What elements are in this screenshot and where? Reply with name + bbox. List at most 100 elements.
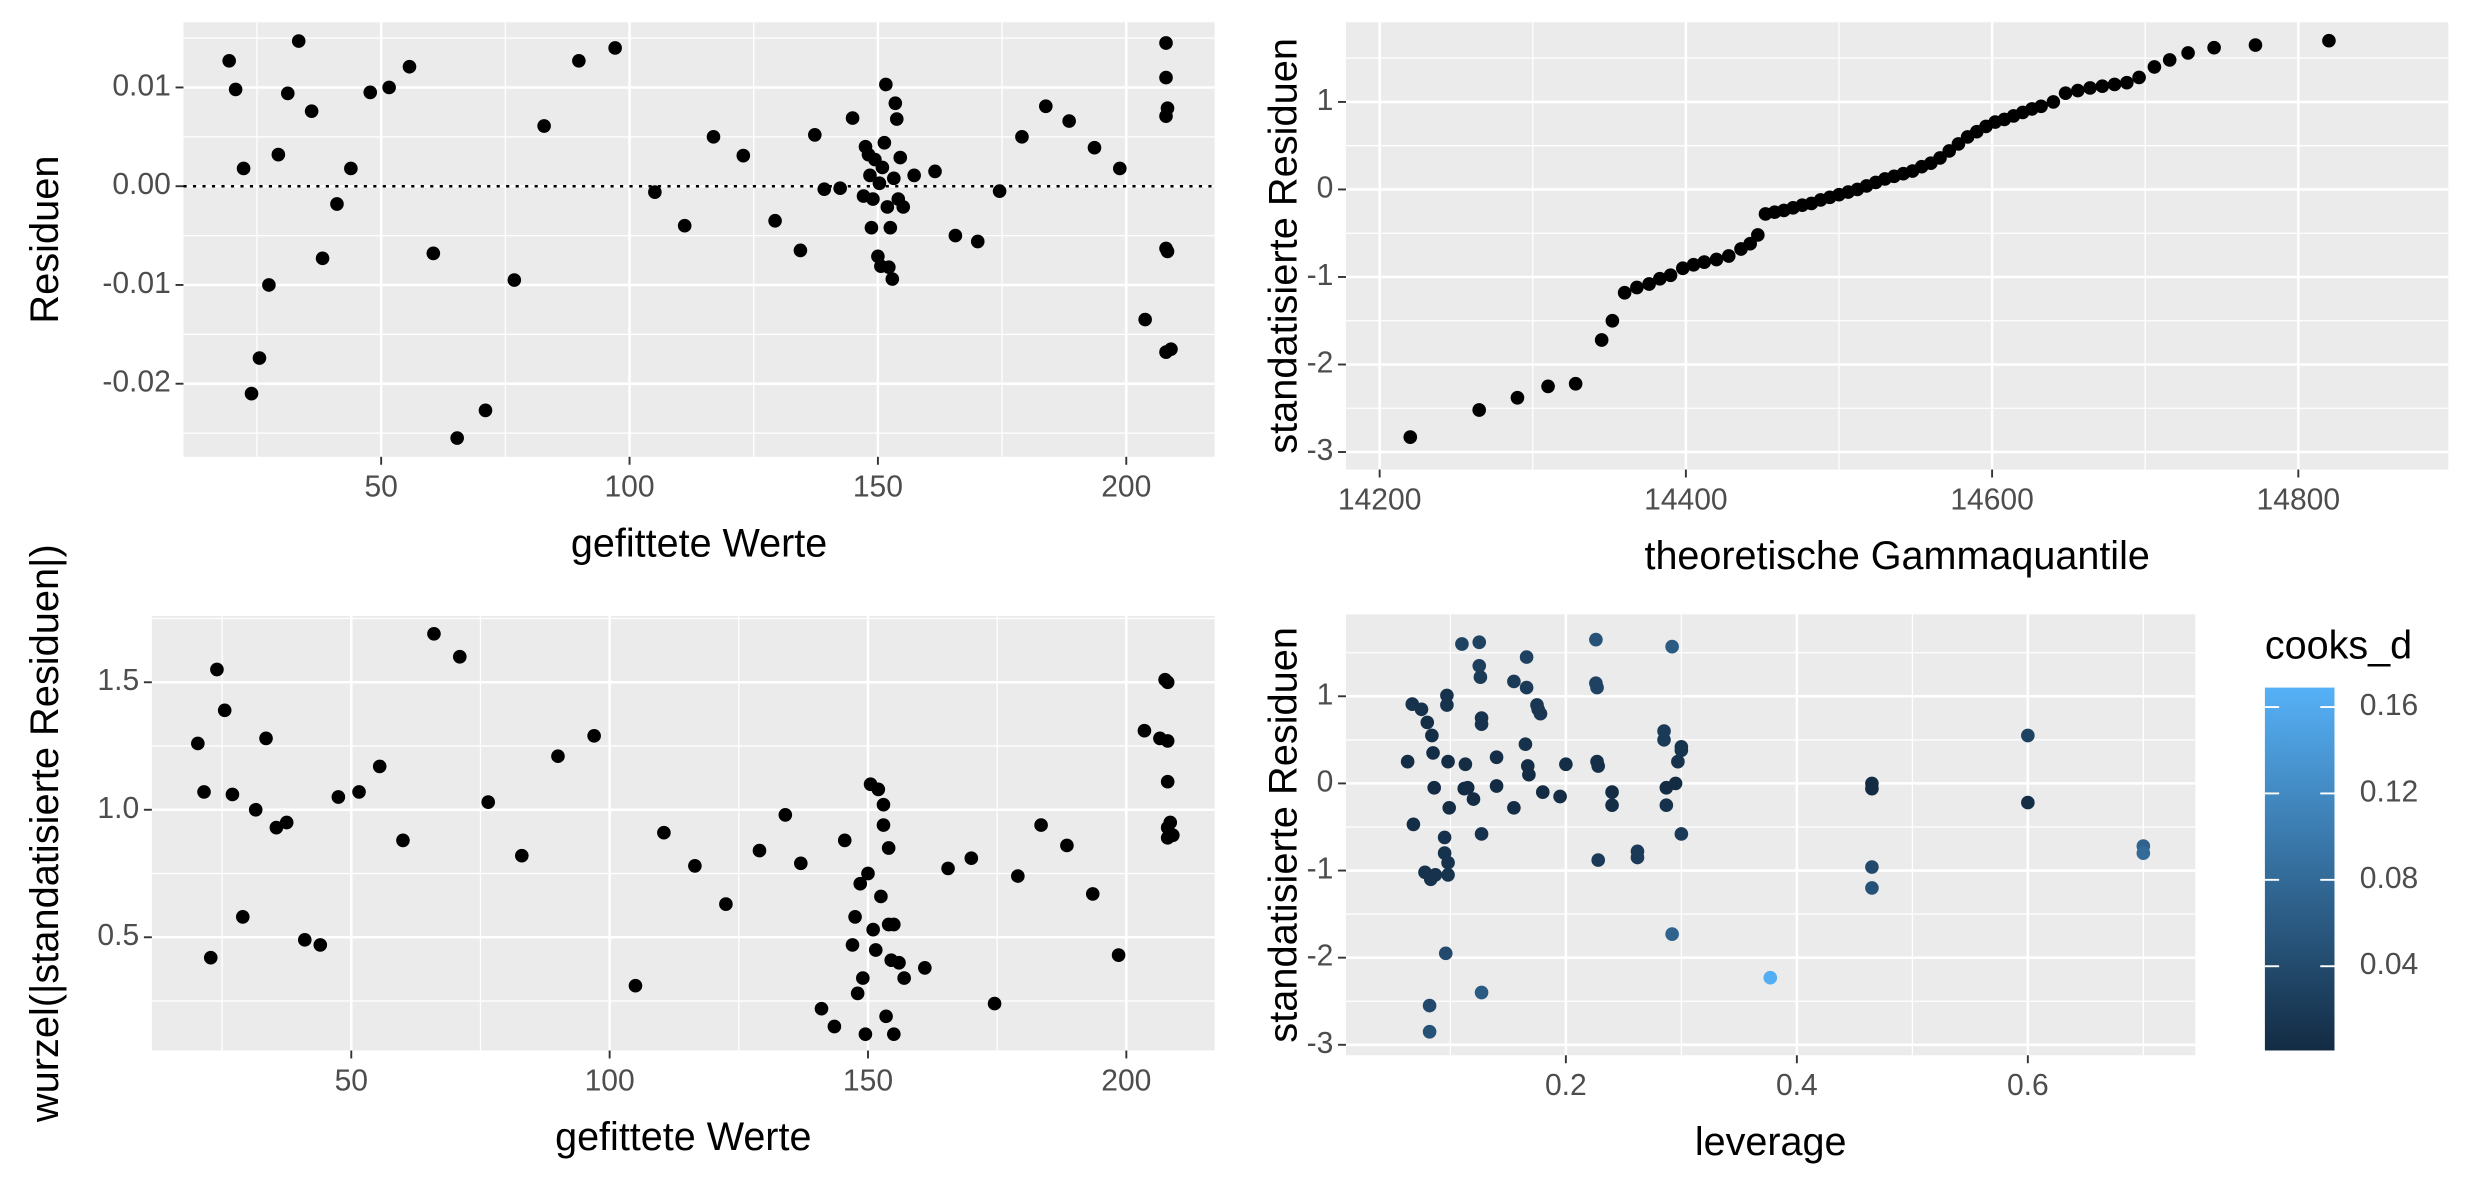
point [1674,743,1689,758]
point [452,649,467,664]
point [2136,846,2151,860]
x-tick-label: 100 [604,471,654,504]
point [1605,798,1619,813]
point [2248,38,2263,52]
point [2181,46,2195,60]
point [271,147,286,162]
point [1642,277,1656,291]
point [814,1001,829,1016]
point [1164,342,1178,357]
point [872,176,887,191]
point [1403,430,1418,444]
point [1474,717,1489,732]
point [1671,754,1685,769]
point [706,129,721,144]
point [853,876,868,891]
legend-label: 0.12 [2360,775,2418,808]
point [1422,1024,1437,1039]
point [970,234,985,249]
point [1159,70,1173,85]
point [235,910,250,924]
legend-label: 0.16 [2360,689,2418,722]
point [1159,241,1173,256]
point [688,859,702,873]
y-tick-label: -1 [1307,852,1334,885]
point [887,917,901,932]
point [1507,800,1521,815]
point [1060,838,1074,853]
point [1865,881,1879,895]
point [1138,312,1152,327]
point [848,910,862,924]
point [1159,36,1173,50]
point [793,243,808,258]
point [856,971,870,985]
x-tick-label: 200 [1101,471,1151,504]
point [259,731,273,746]
legend-title: cooks_d [2265,623,2412,667]
point [331,790,346,804]
y-axis-title: standatisierte Residuen [1261,38,1305,454]
point [885,272,900,286]
point [1591,759,1606,773]
point [1160,774,1175,789]
point [817,182,832,197]
point [291,34,306,48]
point [507,273,522,287]
point [992,184,1007,198]
point [1590,680,1604,695]
point [2083,81,2097,95]
point [1474,985,1489,1000]
point [1518,737,1533,752]
point [648,185,662,199]
point [1406,817,1421,832]
panel-background [1345,22,2449,470]
point [887,1027,901,1042]
point [1426,746,1440,760]
point [794,856,808,871]
point [778,808,793,822]
point [1420,715,1435,730]
point [1519,650,1534,664]
point [1441,855,1455,870]
point [396,833,410,848]
point [987,996,1002,1011]
y-tick-label: 0 [1317,171,1334,204]
point [304,104,319,119]
point [875,160,890,175]
point [2058,86,2073,101]
x-tick-label: 200 [1101,1064,1151,1097]
point [478,403,493,418]
point [297,932,312,947]
point [608,41,622,55]
y-axis-title: standatisierte Residuen [1261,627,1305,1043]
point [736,148,751,163]
point [1659,798,1674,813]
point [964,851,979,866]
point [893,150,908,165]
point [752,843,767,858]
legend-label: 0.04 [2360,948,2418,981]
point [262,278,276,292]
point [918,961,932,975]
point [248,802,263,817]
point [1472,658,1487,673]
x-tick-label: 50 [335,1064,368,1097]
point [244,386,259,401]
point [892,955,906,970]
point [2034,99,2048,114]
point [874,889,888,904]
point [1442,800,1457,815]
point [1160,734,1175,748]
y-tick-label: 0.5 [97,919,139,952]
point [2207,40,2221,55]
point [1709,252,1724,267]
point [1085,887,1100,901]
point [587,728,601,743]
point [2162,53,2177,67]
point [1425,728,1439,743]
point [1489,750,1504,765]
point [372,759,387,774]
